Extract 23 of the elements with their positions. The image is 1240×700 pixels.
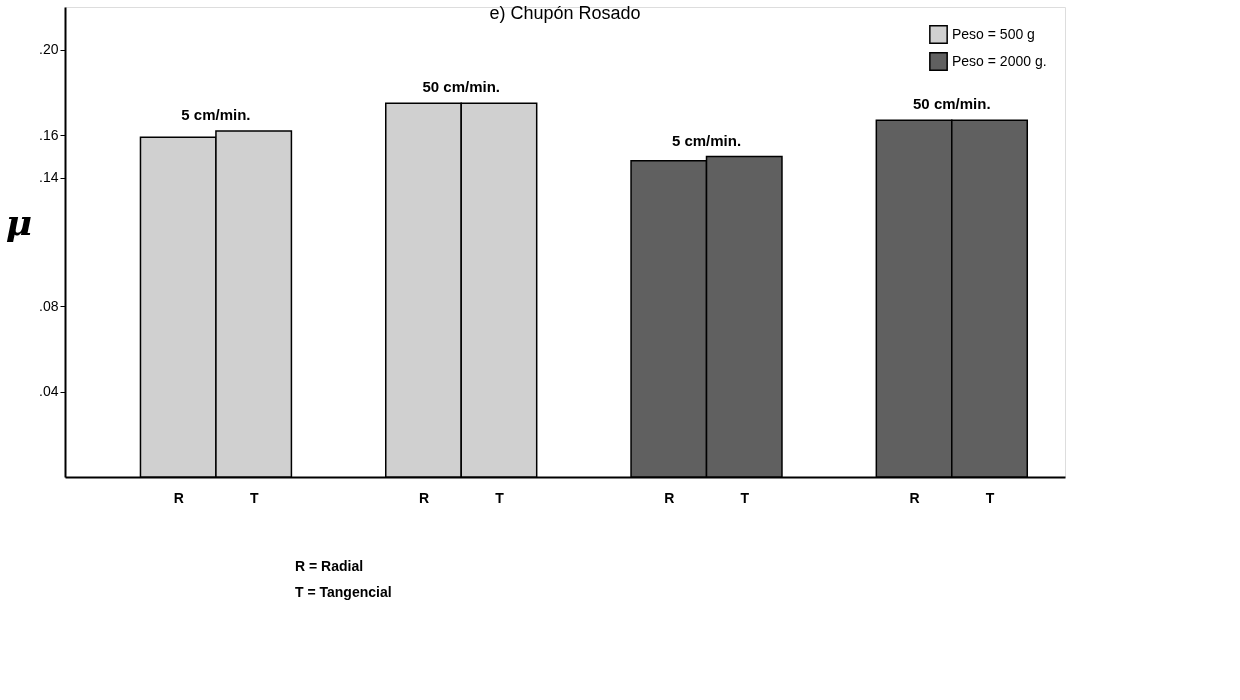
x-tick-label: R [909,489,920,506]
annotation: 50 cm/min. [913,95,991,113]
x-tick-label: T [985,489,995,506]
annotation: 50 cm/min. [422,78,500,96]
text: T = Tangencial [295,584,392,600]
chart-title: e) Chupón Rosado [489,3,641,23]
y-tick-label: .14 [39,169,59,186]
x-tick-label: T [249,489,259,506]
y-tick-label: .20 [39,41,59,58]
annotation: 5 cm/min. [671,131,742,149]
x-tick-label: R [664,489,675,506]
y-axis-title: μ [5,200,33,243]
x-tick-label: R [173,489,184,506]
x-tick-label: R [418,489,430,506]
y-tick-label: .16 [39,126,59,143]
legend-label: Peso = 2000 g. [952,52,1047,69]
x-tick-label: T [495,489,505,506]
y-tick-label: .08 [39,297,59,314]
y-tick-label: .04 [39,383,59,400]
text: R = Radial [295,558,364,574]
annotation: 5 cm/min. [181,105,251,123]
legend-label: Peso = 500 g [952,25,1035,42]
x-tick-label: T [740,489,750,506]
